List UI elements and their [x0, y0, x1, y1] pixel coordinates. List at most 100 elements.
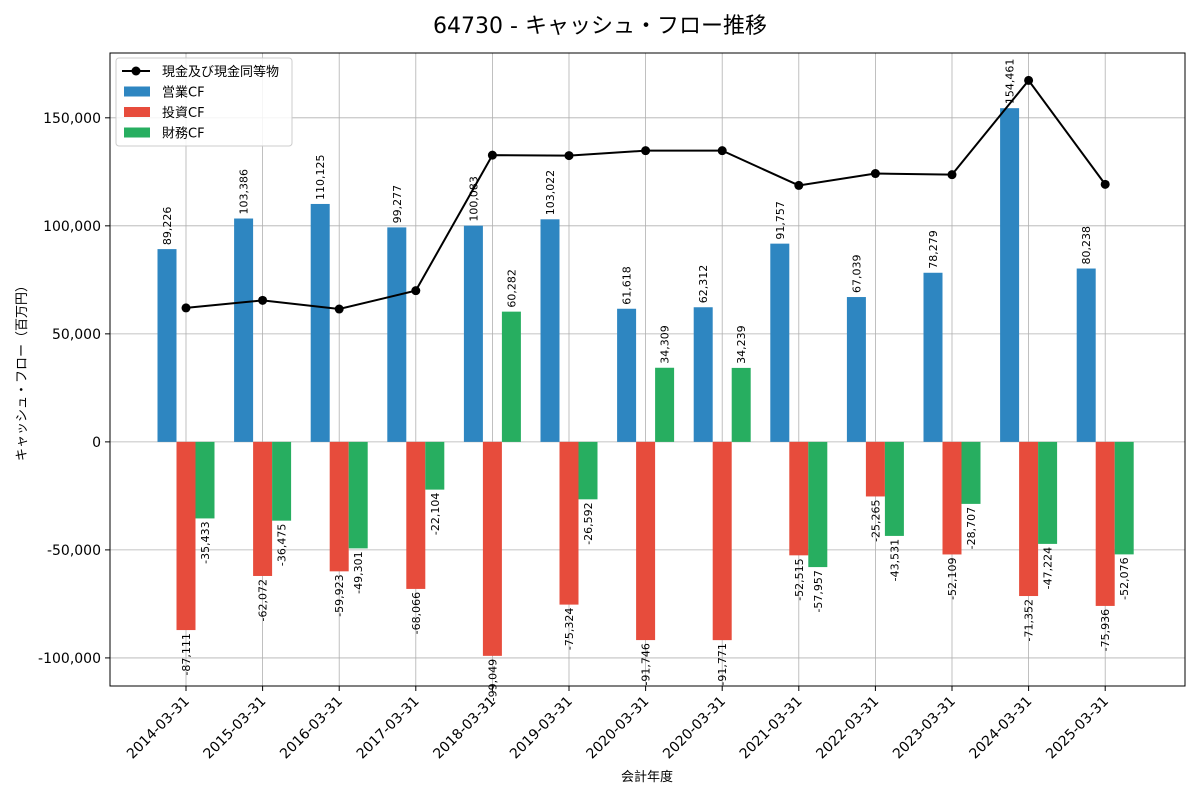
- bar-財務CF: [195, 441, 215, 519]
- bar-value-label: -62,072: [257, 579, 270, 621]
- x-tick-label: 2017-03-31: [354, 694, 423, 763]
- bar-value-label: -75,936: [1099, 609, 1112, 651]
- cash-line-marker: [564, 151, 574, 161]
- bar-value-label: 100,083: [467, 176, 480, 222]
- bar-投資CF: [789, 441, 809, 556]
- x-axis-label: 会計年度: [621, 769, 673, 785]
- bar-value-label: -25,265: [869, 499, 882, 541]
- cash-line-marker: [1024, 75, 1034, 85]
- legend-swatch: [124, 107, 150, 117]
- y-axis-label: キャッシュ・フロー（百万円）: [15, 279, 30, 461]
- bar-value-label: -26,592: [582, 502, 595, 544]
- bar-value-label: -91,771: [716, 643, 729, 685]
- cash-line-marker: [258, 295, 268, 305]
- bar-投資CF: [253, 441, 273, 576]
- bars: [157, 108, 1134, 656]
- bar-財務CF: [501, 311, 521, 442]
- bar-value-label: -75,324: [563, 608, 576, 650]
- bar-value-label: -87,111: [180, 633, 193, 675]
- bar-財務CF: [808, 441, 828, 568]
- bar-value-label: -52,076: [1118, 557, 1131, 599]
- bar-value-label: 62,312: [697, 265, 710, 304]
- bar-営業CF: [157, 249, 177, 442]
- y-tick-label: -100,000: [38, 651, 101, 667]
- bar-投資CF: [636, 441, 656, 641]
- bar-営業CF: [693, 307, 713, 442]
- cash-line: [181, 75, 1110, 314]
- chart-title: 64730 - キャッシュ・フロー推移: [433, 14, 767, 39]
- legend-box: [115, 57, 293, 147]
- bar-財務CF: [731, 367, 751, 442]
- bar-営業CF: [1076, 268, 1096, 442]
- x-tick-label: 2025-03-31: [1043, 694, 1112, 763]
- bar-営業CF: [617, 308, 637, 442]
- bar-value-label: -99,049: [486, 659, 499, 701]
- x-tick-label: 2019-03-31: [507, 694, 576, 763]
- cash-line-marker: [334, 304, 344, 314]
- data-labels: 89,226 103,386 110,125 99,277 100,083 103,022…: [161, 59, 1131, 702]
- bar-財務CF: [578, 441, 598, 500]
- bar-value-label: 154,461: [1004, 59, 1017, 105]
- bar-value-label: -71,352: [1023, 599, 1036, 641]
- legend-swatch-marker: [131, 66, 141, 76]
- bar-value-label: 34,309: [659, 325, 672, 364]
- cash-line-marker: [947, 170, 957, 180]
- bar-営業CF: [540, 219, 560, 442]
- bar-value-label: -59,923: [333, 574, 346, 616]
- cash-line-marker: [717, 146, 727, 156]
- legend-entry: 営業CF: [162, 85, 205, 101]
- bar-投資CF: [329, 441, 349, 572]
- bar-投資CF: [865, 441, 885, 497]
- x-axis-ticks: 2014-03-31 2015-03-31 2016-03-31 2017-03-31…: [124, 686, 1112, 762]
- legend-entry: 財務CF: [162, 127, 205, 142]
- bar-営業CF: [387, 227, 407, 442]
- bar-value-label: 60,282: [505, 269, 518, 308]
- bar-value-label: 99,277: [391, 185, 404, 224]
- bar-営業CF: [234, 218, 254, 442]
- bar-営業CF: [770, 243, 790, 442]
- bar-value-label: 110,125: [314, 154, 327, 200]
- bar-value-label: -52,515: [793, 558, 806, 600]
- bar-営業CF: [846, 297, 866, 442]
- bar-財務CF: [272, 441, 292, 521]
- bar-投資CF: [406, 441, 426, 589]
- y-tick-label: 0: [92, 435, 101, 451]
- y-axis-ticks: -100,000 -50,000 0 50,000 100,000 150,000: [38, 111, 110, 667]
- x-tick-label: 2022-03-31: [813, 694, 882, 763]
- bar-value-label: -47,224: [1042, 547, 1055, 589]
- bar-value-label: 34,239: [735, 325, 748, 364]
- bar-営業CF: [463, 225, 483, 442]
- bar-value-label: 61,618: [621, 266, 634, 305]
- bar-value-label: 91,757: [774, 201, 787, 240]
- bar-投資CF: [176, 441, 196, 631]
- bar-value-label: 103,022: [544, 170, 557, 216]
- x-tick-label: 2023-03-31: [890, 694, 959, 763]
- bar-value-label: 80,238: [1080, 226, 1093, 265]
- x-tick-label: 2014-03-31: [124, 694, 193, 763]
- y-tick-label: 150,000: [43, 111, 101, 127]
- bar-value-label: 78,279: [927, 230, 940, 269]
- bar-営業CF: [310, 203, 330, 442]
- x-tick-label: 2020-03-31: [660, 694, 729, 763]
- bar-value-label: -91,746: [640, 643, 653, 685]
- cash-line-marker: [641, 146, 651, 156]
- bar-営業CF: [923, 272, 943, 442]
- legend-entry: 現金及び現金同等物: [162, 64, 279, 80]
- bar-財務CF: [1038, 441, 1058, 544]
- bar-投資CF: [1095, 441, 1115, 606]
- bar-営業CF: [1000, 108, 1020, 442]
- bar-財務CF: [884, 441, 904, 536]
- bar-value-label: -57,957: [812, 570, 825, 612]
- bar-財務CF: [425, 441, 445, 490]
- cash-line-marker: [870, 169, 880, 179]
- x-tick-label: 2018-03-31: [430, 694, 499, 763]
- bar-財務CF: [1114, 441, 1134, 555]
- cash-line-marker: [1100, 179, 1110, 189]
- bar-value-label: -52,109: [946, 557, 959, 599]
- bar-投資CF: [1019, 441, 1039, 597]
- x-tick-label: 2016-03-31: [277, 694, 346, 763]
- bar-value-label: 103,386: [238, 169, 251, 215]
- bar-投資CF: [712, 441, 732, 641]
- bar-財務CF: [348, 441, 368, 549]
